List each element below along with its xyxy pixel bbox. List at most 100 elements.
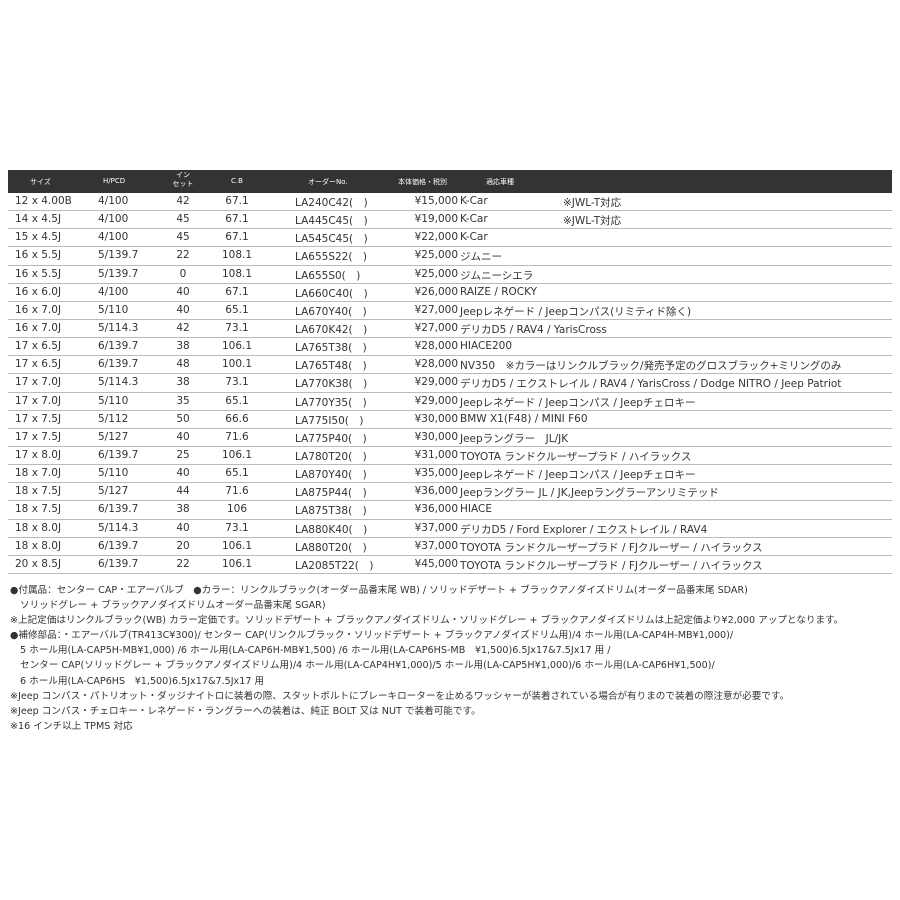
note-line: 6 ホール用(LA-CAP6HS ¥1,500)6.5Jx17&7.5Jx17 … <box>20 675 265 687</box>
cell-inset: 38 <box>176 503 190 516</box>
cell-hpcd: 6/139.7 <box>98 448 139 461</box>
cell-vehicle: TOYOTA ランドクルーザープラド / FJクルーザー / ハイラックス <box>460 541 763 554</box>
cell-hpcd: 6/139.7 <box>98 340 139 353</box>
table-row: 17 x 7.0J 5/110 35 65.1 LA770Y35( ) ¥29,000 Je… <box>8 393 892 411</box>
cell-size: 14 x 4.5J <box>15 213 62 226</box>
note-line: 5 ホール用(LA-CAP5H-MB¥1,000) /6 ホール用(LA-CAP… <box>20 645 611 657</box>
cell-cb: 71.6 <box>225 430 249 443</box>
table-row: 18 x 7.5J 5/127 44 71.6 LA875P44( ) ¥36,000 Je… <box>8 483 892 502</box>
cell-hpcd: 5/110 <box>98 467 129 480</box>
cell-price: ¥30,000 <box>414 430 458 443</box>
header-order-no: オーダーNo. <box>308 178 348 186</box>
cell-size: 18 x 8.0J <box>15 521 62 534</box>
cell-hpcd: 6/139.7 <box>98 557 139 570</box>
table-row: 18 x 7.0J 5/110 40 65.1 LA870Y40( ) ¥35,000 Je… <box>8 465 892 484</box>
header-hpcd: H/PCD <box>103 177 126 185</box>
cell-vehicle: NV350 ※カラーはリンクルブラック/発売予定のグロスブラック+ミリングのみ <box>460 360 842 373</box>
cell-vehicle: デリカD5 / エクストレイル / RAV4 / YarisCross / Do… <box>460 378 842 391</box>
cell-hpcd: 5/114.3 <box>98 321 139 334</box>
cell-size: 17 x 7.0J <box>15 376 62 389</box>
cell-price: ¥25,000 <box>414 249 458 262</box>
cell-order-no: LA775P40( ) <box>295 432 367 445</box>
cell-cb: 73.1 <box>225 521 249 534</box>
cell-vehicle: デリカD5 / RAV4 / YarisCross <box>460 323 607 336</box>
cell-cb: 73.1 <box>225 321 249 334</box>
cell-hpcd: 4/100 <box>98 285 129 298</box>
note-line: ※上記定価はリンクルブラック(WB) カラー定価です。ソリッドデザート + ブラ… <box>10 615 844 627</box>
cell-cb: 65.1 <box>225 394 249 407</box>
cell-cb: 100.1 <box>221 358 253 371</box>
cell-inset: 40 <box>176 521 190 534</box>
table-row: 17 x 6.5J 6/139.7 48 100.1 LA765T48( ) ¥28,00… <box>8 356 892 375</box>
table-row: 17 x 7.5J 5/127 40 71.6 LA775P40( ) ¥30,000 Je… <box>8 429 892 447</box>
cell-note: ※JWL-T対応 <box>563 197 622 209</box>
cell-vehicle: Jeepレネゲード / Jeepコンパス / Jeepチェロキー <box>460 396 696 409</box>
cell-vehicle: K-Car <box>460 231 488 244</box>
cell-order-no: LA545C45( ) <box>295 233 368 246</box>
cell-cb: 108.1 <box>221 249 253 262</box>
table-row: 16 x 6.0J 4/100 40 67.1 LA660C40( ) ¥26,000 RA… <box>8 284 892 302</box>
table-header: サイズ H/PCD イン セット C.B オーダーNo. 本体価格・税別 適応車種 <box>8 170 892 193</box>
cell-vehicle: HIACE200 <box>460 340 512 353</box>
cell-cb: 106.1 <box>221 557 253 570</box>
cell-order-no: LA880K40( ) <box>295 523 368 536</box>
cell-size: 16 x 7.0J <box>15 303 62 316</box>
note-line: ※Jeep コンパス・パトリオット・ダッジナイトロに装着の際、スタットボルトにブ… <box>10 690 790 702</box>
cell-price: ¥29,000 <box>414 394 458 407</box>
cell-cb: 108.1 <box>221 267 253 280</box>
cell-price: ¥25,000 <box>414 267 458 280</box>
cell-order-no: LA875T38( ) <box>295 505 367 518</box>
cell-hpcd: 5/127 <box>98 485 129 498</box>
cell-vehicle: ジムニーシエラ <box>460 269 534 282</box>
note-line: ●付属品：センター CAP・エアーバルブ ●カラー：リンクルブラック(オーダー品… <box>10 585 748 596</box>
cell-cb: 106.1 <box>221 448 253 461</box>
cell-hpcd: 5/114.3 <box>98 521 139 534</box>
cell-inset: 22 <box>176 249 190 262</box>
note-line: ※16 インチ以上 TPMS 対応 <box>10 720 133 732</box>
header-cb: C.B <box>231 177 243 185</box>
cell-cb: 106.1 <box>221 539 253 552</box>
cell-vehicle: HIACE <box>460 503 492 516</box>
header-size: サイズ <box>30 178 51 186</box>
cell-hpcd: 4/100 <box>98 213 129 226</box>
header-inset-line1: イン <box>176 171 190 179</box>
spec-table: サイズ H/PCD イン セット C.B オーダーNo. 本体価格・税別 適応車種… <box>8 170 892 574</box>
cell-hpcd: 5/139.7 <box>98 267 139 280</box>
cell-vehicle: K-Car <box>460 213 488 226</box>
cell-size: 17 x 8.0J <box>15 448 62 461</box>
header-price: 本体価格・税別 <box>398 178 447 186</box>
cell-vehicle: Jeepレネゲード / Jeepコンパス(リミティド除く) <box>460 305 692 318</box>
cell-vehicle: Jeepラングラー JL/JK <box>460 432 569 445</box>
cell-order-no: LA775I50( ) <box>295 414 364 427</box>
cell-inset: 45 <box>176 213 190 226</box>
cell-price: ¥35,000 <box>414 467 458 480</box>
cell-cb: 67.1 <box>225 195 249 207</box>
cell-price: ¥37,000 <box>414 539 458 552</box>
cell-inset: 38 <box>176 376 190 389</box>
cell-order-no: LA880T20( ) <box>295 541 367 554</box>
cell-order-no: LA780T20( ) <box>295 450 367 463</box>
cell-hpcd: 5/114.3 <box>98 376 139 389</box>
table-row: 16 x 5.5J 5/139.7 22 108.1 LA655S22( ) ¥25,00… <box>8 247 892 266</box>
cell-inset: 40 <box>176 430 190 443</box>
cell-cb: 65.1 <box>225 467 249 480</box>
cell-cb: 73.1 <box>225 376 249 389</box>
cell-inset: 42 <box>176 321 190 334</box>
cell-order-no: LA445C45( ) <box>295 215 368 228</box>
cell-order-no: LA670Y40( ) <box>295 305 367 318</box>
cell-inset: 35 <box>176 394 190 407</box>
note-line: ●補修部品：・エアーバルブ(TR413C¥300)/ センター CAP(リンクル… <box>10 630 734 642</box>
cell-inset: 45 <box>176 231 190 244</box>
cell-hpcd: 4/100 <box>98 231 129 244</box>
cell-price: ¥45,000 <box>414 557 458 570</box>
cell-hpcd: 5/110 <box>98 394 129 407</box>
cell-cb: 106.1 <box>221 340 253 353</box>
table-row: 17 x 7.5J 5/112 50 66.6 LA775I50( ) ¥30,000 BM… <box>8 411 892 429</box>
notes: ●付属品：センター CAP・エアーバルブ ●カラー：リンクルブラック(オーダー品… <box>10 583 895 734</box>
cell-hpcd: 4/100 <box>98 195 129 207</box>
table-row: 18 x 7.5J 6/139.7 38 106 LA875T38( ) ¥36,000 H… <box>8 501 892 520</box>
cell-vehicle: TOYOTA ランドクルーザープラド / ハイラックス <box>460 450 692 463</box>
cell-price: ¥26,000 <box>414 285 458 298</box>
cell-price: ¥15,000 <box>414 195 458 207</box>
cell-hpcd: 6/139.7 <box>98 539 139 552</box>
